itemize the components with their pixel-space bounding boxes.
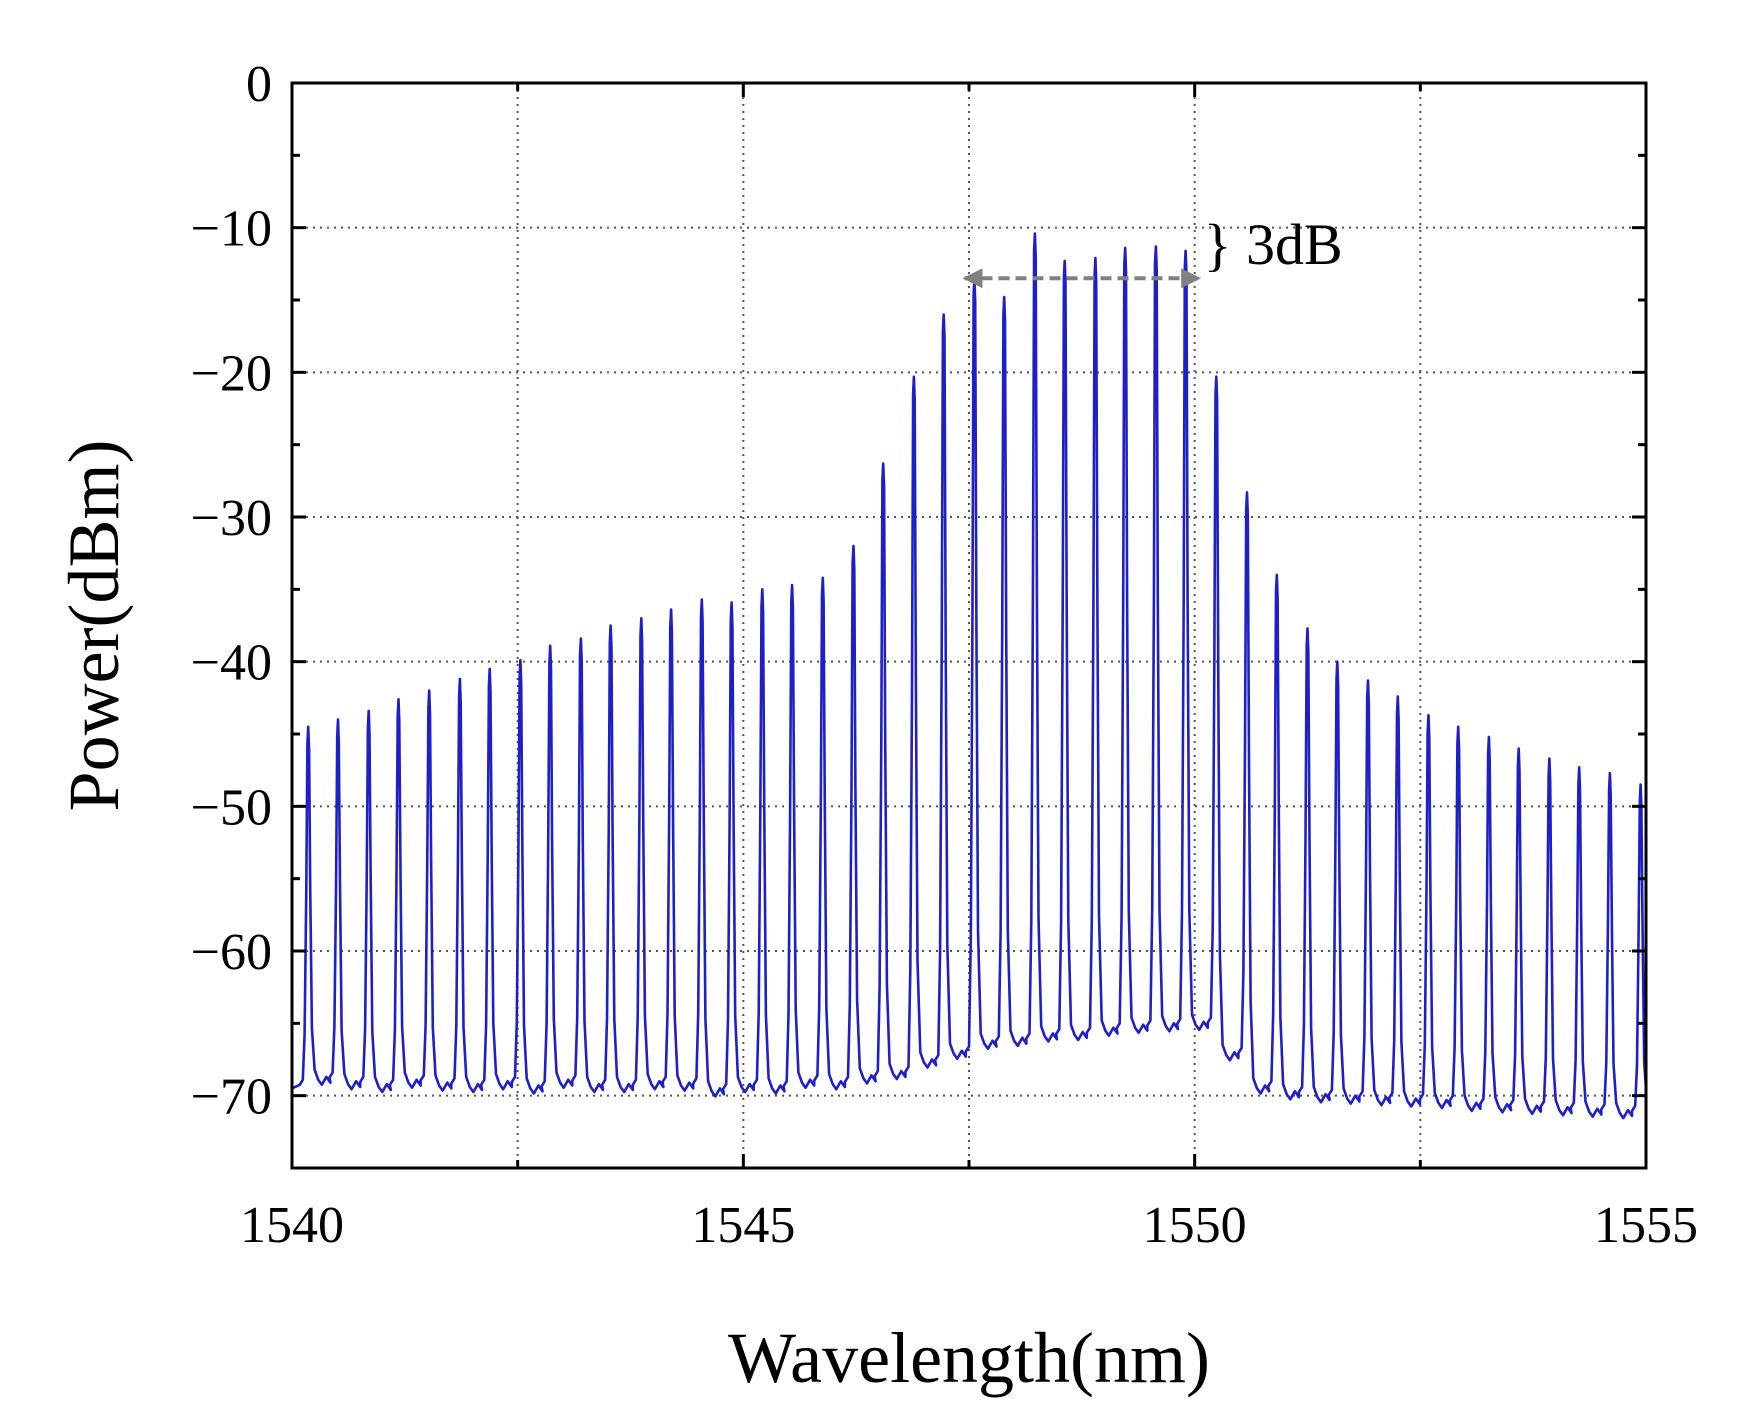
y-tick-label: −40 — [191, 635, 272, 692]
x-tick-label: 1540 — [240, 1197, 344, 1254]
y-tick-label: 0 — [246, 56, 272, 113]
y-tick-label: −30 — [191, 490, 272, 547]
x-tick-label: 1550 — [1143, 1197, 1247, 1254]
x-tick-label: 1545 — [691, 1197, 795, 1254]
y-tick-label: −10 — [191, 201, 272, 258]
y-axis-title: Power(dBm) — [54, 440, 134, 812]
x-tick-labels: 1540 1545 1550 1555 — [240, 1197, 1698, 1254]
y-tick-label: −60 — [191, 924, 272, 981]
y-tick-label: −20 — [191, 345, 272, 402]
y-tick-labels: 0 −10 −20 −30 −40 −50 −60 −70 — [191, 56, 272, 1126]
x-tick-label: 1555 — [1594, 1197, 1698, 1254]
axis-ticks — [290, 81, 1648, 1170]
y-tick-label: −70 — [191, 1069, 272, 1126]
x-axis-title: Wavelength(nm) — [728, 1318, 1210, 1398]
y-tick-label: −50 — [191, 779, 272, 836]
spectrum-trace — [292, 232, 1646, 1120]
three-db-annotation: } 3dB — [1204, 212, 1343, 277]
